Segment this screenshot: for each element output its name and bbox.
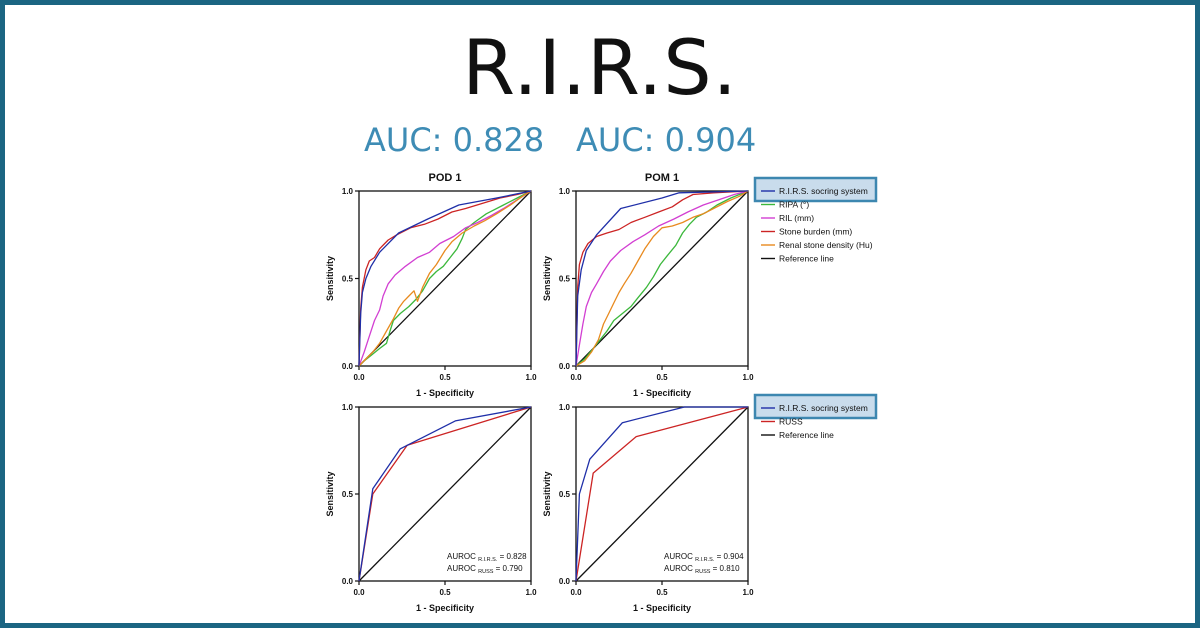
x-tick-label: 1.0 xyxy=(525,373,537,382)
roc-chart-3: 0.0 0.0 0.5 0.5 1.0 1.0 1 - Specificity Sensiti… xyxy=(325,403,537,613)
page-title: R.I.R.S. xyxy=(462,23,738,112)
x-axis-label: 1 - Specificity xyxy=(416,603,474,613)
y-axis-label: Sensitivity xyxy=(542,471,552,516)
x-axis-label: 1 - Specificity xyxy=(633,388,691,398)
x-tick-label: 0.0 xyxy=(570,588,582,597)
x-tick-label: 0.5 xyxy=(439,373,451,382)
series-renal-stone-density-hu xyxy=(358,190,532,367)
legend-item: Renal stone density (Hu) xyxy=(779,240,873,250)
roc-chart-1: 0.0 0.0 0.5 0.5 1.0 1.0 POD 1 1 - Specificity Se… xyxy=(325,172,537,398)
auroc-annotation: AUROC RUSS = 0.810 xyxy=(664,564,740,575)
auroc-annotation: AUROC R.I.R.S. = 0.904 xyxy=(664,552,744,563)
y-tick-label: 1.0 xyxy=(342,187,354,196)
legend-item: RIPA (°) xyxy=(779,200,809,210)
series-russ xyxy=(575,406,749,582)
series-ripa xyxy=(358,190,532,367)
legend-1: R.I.R.S. socring system RIPA (°) RIL (mm) S… xyxy=(753,176,878,264)
y-tick-label: 1.0 xyxy=(559,403,571,412)
x-axis-label: 1 - Specificity xyxy=(416,388,474,398)
legend-item: R.I.R.S. socring system xyxy=(779,186,868,196)
series-reference-line xyxy=(358,406,532,582)
series-stone-burden-mm xyxy=(358,190,532,367)
legend-highlight-box xyxy=(753,393,878,420)
legend-item: Stone burden (mm) xyxy=(779,227,852,237)
y-tick-label: 1.0 xyxy=(559,187,571,196)
y-tick-label: 0.0 xyxy=(559,362,571,371)
auroc-annotation: AUROC RUSS = 0.790 xyxy=(447,564,523,575)
x-tick-label: 0.0 xyxy=(570,373,582,382)
legend-highlight-box xyxy=(753,176,878,203)
y-tick-label: 0.0 xyxy=(342,362,354,371)
series-stone-burden-mm xyxy=(575,190,749,367)
roc-chart-2: 0.0 0.0 0.5 0.5 1.0 1.0 POM 1 1 - Specificity Se… xyxy=(542,172,754,398)
x-tick-label: 0.5 xyxy=(656,588,668,597)
legend-item: RUSS xyxy=(779,417,803,427)
series-reference-line xyxy=(358,190,532,367)
series-ril-mm xyxy=(358,190,532,367)
y-axis-label: Sensitivity xyxy=(325,471,335,516)
series-r-i-r-s-socring-system xyxy=(358,190,532,367)
auroc-annotation: AUROC R.I.R.S. = 0.828 xyxy=(447,552,527,563)
x-tick-label: 0.5 xyxy=(439,588,451,597)
y-tick-label: 0.5 xyxy=(342,490,354,499)
legend-2: R.I.R.S. socring system RUSS Reference lin… xyxy=(753,393,878,440)
y-tick-label: 0.5 xyxy=(342,275,354,284)
x-axis-label: 1 - Specificity xyxy=(633,603,691,613)
chart-title: POM 1 xyxy=(645,172,679,184)
legend-item: Reference line xyxy=(779,254,834,264)
y-tick-label: 1.0 xyxy=(342,403,354,412)
x-tick-label: 0.0 xyxy=(353,373,365,382)
series-ril-mm xyxy=(575,190,749,367)
series-renal-stone-density-hu xyxy=(575,190,749,367)
y-tick-label: 0.0 xyxy=(559,577,571,586)
legend-item: Reference line xyxy=(779,430,834,440)
series-reference-line xyxy=(575,190,749,367)
series-r-i-r-s-socring-system xyxy=(358,406,532,582)
x-tick-label: 0.5 xyxy=(656,373,668,382)
x-tick-label: 1.0 xyxy=(742,588,754,597)
y-tick-label: 0.5 xyxy=(559,275,571,284)
series-r-i-r-s-socring-system xyxy=(575,190,749,367)
legend-item: R.I.R.S. socring system xyxy=(779,403,868,413)
y-axis-label: Sensitivity xyxy=(325,256,335,301)
roc-chart-4: 0.0 0.0 0.5 0.5 1.0 1.0 1 - Specificity Sensiti… xyxy=(542,403,754,613)
auc-label-pom1: AUC: 0.904 xyxy=(576,121,757,159)
x-tick-label: 1.0 xyxy=(525,588,537,597)
chart-title: POD 1 xyxy=(428,172,461,184)
legend-item: RIL (mm) xyxy=(779,213,814,223)
y-tick-label: 0.5 xyxy=(559,490,571,499)
series-r-i-r-s-socring-system xyxy=(575,406,748,582)
x-tick-label: 1.0 xyxy=(742,373,754,382)
y-axis-label: Sensitivity xyxy=(542,256,552,301)
series-reference-line xyxy=(575,406,749,582)
x-tick-label: 0.0 xyxy=(353,588,365,597)
auc-label-pod1: AUC: 0.828 xyxy=(364,121,545,159)
y-tick-label: 0.0 xyxy=(342,577,354,586)
